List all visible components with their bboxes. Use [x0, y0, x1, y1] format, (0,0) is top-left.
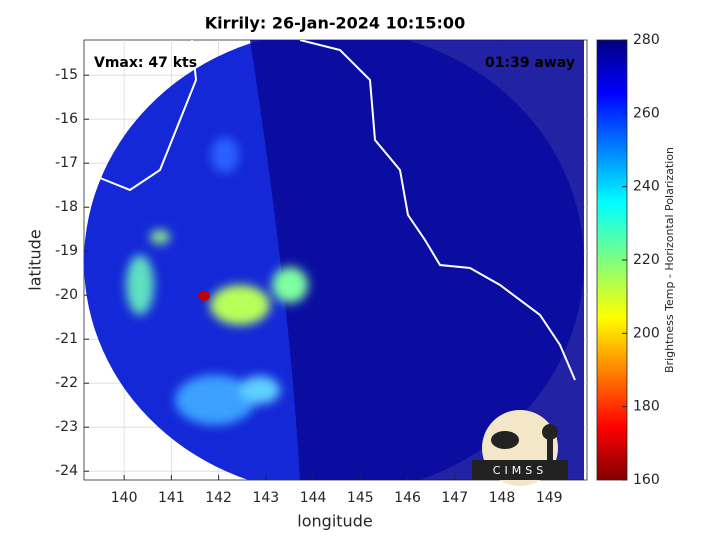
y-tick-label: -19 — [55, 243, 78, 259]
colorbar-tick-label: 220 — [633, 252, 660, 268]
y-tick-label: -18 — [55, 199, 78, 215]
y-tick-label: -22 — [55, 375, 78, 391]
logo: CIMSS — [472, 410, 568, 486]
x-tick-label: 148 — [489, 490, 516, 506]
x-tick-label: 140 — [111, 490, 138, 506]
logo-text: CIMSS — [493, 464, 547, 477]
y-tick-label: -24 — [55, 463, 78, 479]
colorbar-tick-label: 160 — [633, 472, 660, 488]
chart-title: Kirrily: 26-Jan-2024 10:15:00 — [205, 14, 465, 33]
y-axis-label: latitude — [26, 229, 45, 290]
x-tick-label: 143 — [252, 490, 279, 506]
x-tick-label: 145 — [347, 490, 374, 506]
y-tick-label: -17 — [55, 155, 78, 171]
y-tick-label: -20 — [55, 287, 78, 303]
x-tick-label: 144 — [300, 490, 327, 506]
colorbar-tick-label: 200 — [633, 325, 660, 341]
colorbar-tick-label: 260 — [633, 105, 660, 121]
x-tick-label: 141 — [158, 490, 185, 506]
annotation: 01:39 away — [485, 55, 575, 71]
y-tick-label: -23 — [55, 419, 78, 435]
x-tick-label: 147 — [441, 490, 468, 506]
y-tick-label: -16 — [55, 111, 78, 127]
x-tick-label: 149 — [536, 490, 563, 506]
y-tick-label: -15 — [55, 67, 78, 83]
colorbar-tick-label: 280 — [633, 32, 660, 48]
x-axis-label: longitude — [297, 512, 372, 531]
satellite-image — [84, 40, 584, 480]
x-tick-label: 146 — [394, 490, 421, 506]
y-tick-label: -21 — [55, 331, 78, 347]
x-tick-label: 142 — [205, 490, 232, 506]
colorbar-label: Brightness Temp - Horizontal Polarizatio… — [663, 147, 676, 373]
annotation: Vmax: 47 kts — [94, 55, 197, 71]
colorbar-tick-label: 180 — [633, 399, 660, 415]
colorbar-tick-label: 240 — [633, 179, 660, 195]
